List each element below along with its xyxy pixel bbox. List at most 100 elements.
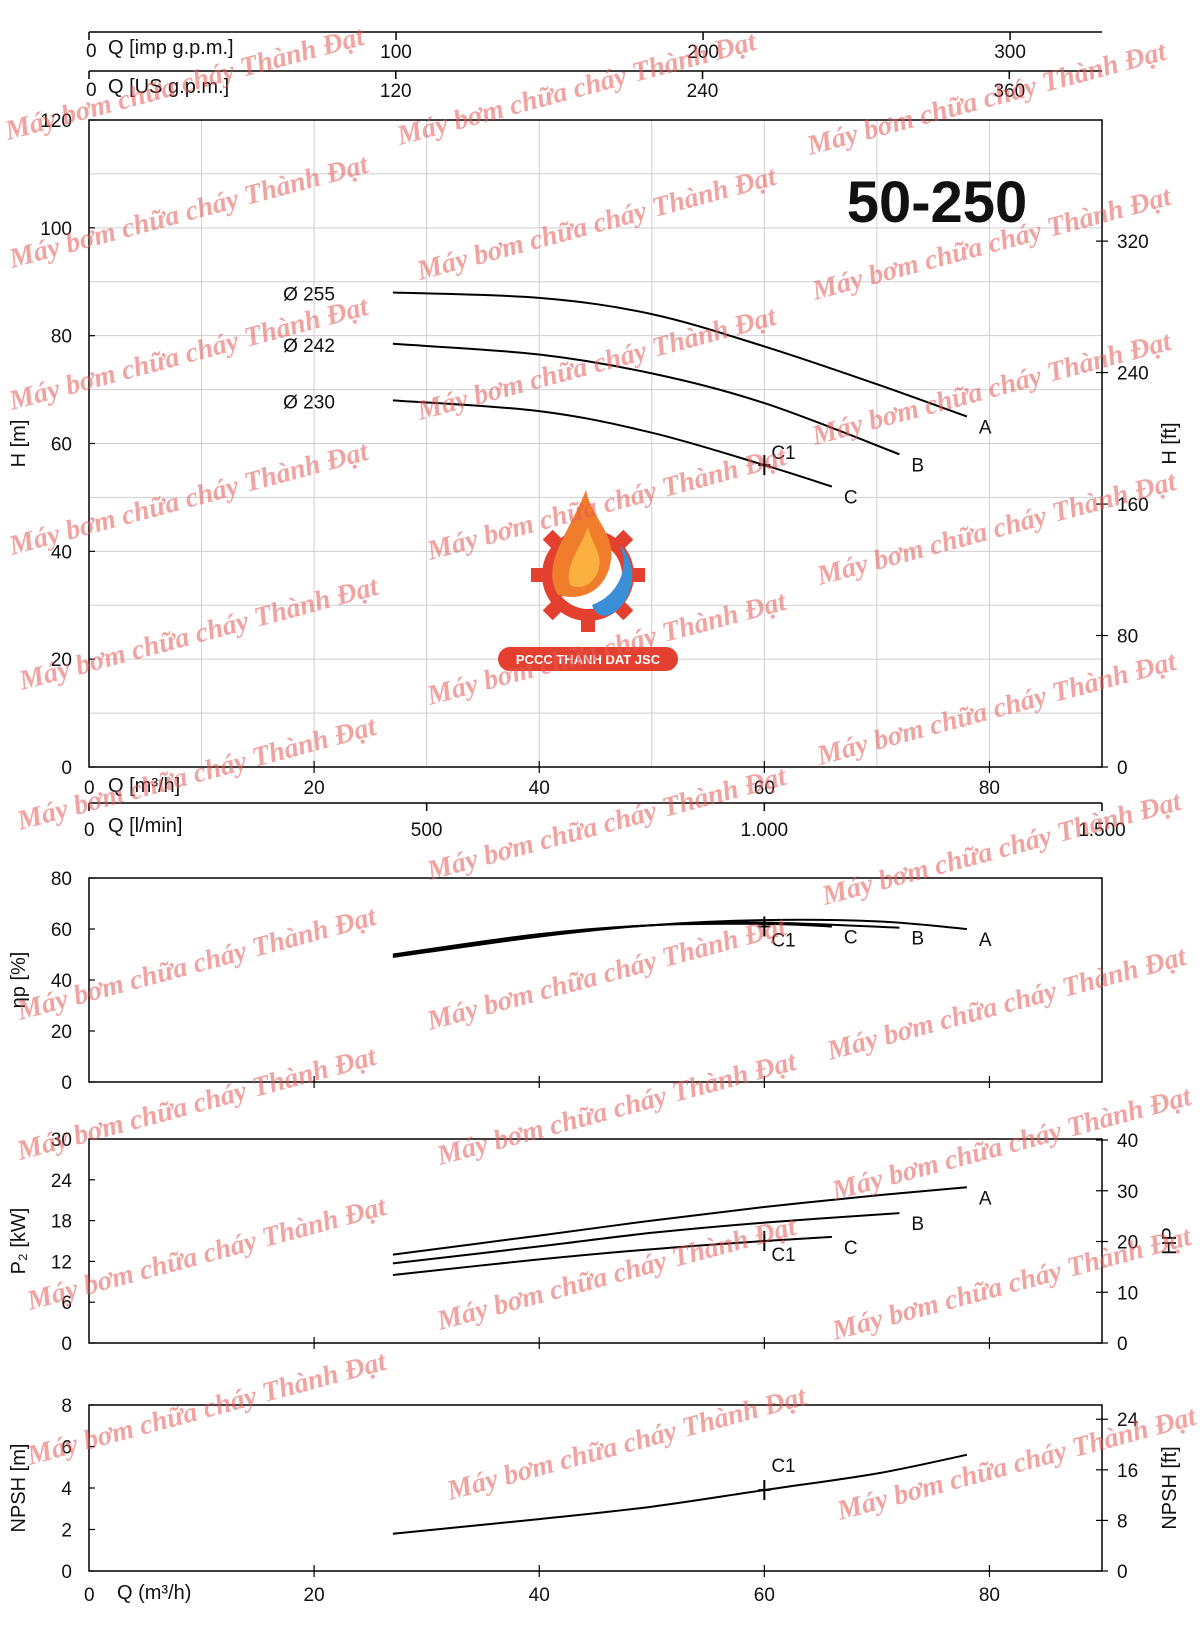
- y-tick-label: 4: [61, 1479, 72, 1500]
- y2-axis-label: NPSH [ft]: [1159, 1446, 1181, 1529]
- x-tick-label: 80: [979, 778, 1000, 799]
- watermark-text: Máy bơm chữa cháy Thành Đạt: [433, 1211, 801, 1337]
- watermark-text: Máy bơm chữa cháy Thành Đạt: [803, 36, 1171, 162]
- y2-tick-label: 24: [1117, 1410, 1139, 1431]
- y-tick-label: 40: [51, 542, 72, 563]
- series-end-label: B: [911, 1214, 924, 1235]
- x-zero-label: 0: [84, 778, 95, 799]
- y2-tick-label: 80: [1117, 627, 1138, 648]
- series-end-label: C: [844, 1238, 858, 1259]
- watermark-text: Máy bơm chữa cháy Thành Đạt: [433, 1046, 801, 1172]
- watermark-text: Máy bơm chữa cháy Thành Đạt: [828, 1221, 1196, 1347]
- series-end-label: A: [979, 1188, 992, 1209]
- y-axis-label: H [m]: [8, 420, 30, 468]
- y-tick-label: 80: [51, 869, 72, 890]
- watermark-text: Máy bơm chữa cháy Thành Đạt: [828, 1081, 1196, 1207]
- y2-tick-label: 0: [1117, 1334, 1128, 1355]
- watermark-text: Máy bơm chữa cháy Thành Đạt: [833, 1401, 1200, 1527]
- series-end-label: C: [844, 488, 858, 509]
- watermark-text: Máy bơm chữa cháy Thành Đạt: [5, 149, 373, 275]
- watermark-text: Máy bơm chữa cháy Thành Đạt: [818, 786, 1186, 912]
- y2-tick-label: 20: [1117, 1233, 1138, 1254]
- series-line-C: [392, 922, 832, 956]
- model-title: 50-250: [847, 170, 1028, 235]
- duty-point-label: C1: [771, 930, 795, 951]
- y2-tick-label: 8: [1117, 1511, 1128, 1532]
- top-axis-tick-label: 360: [993, 81, 1025, 102]
- y-tick-label: 0: [61, 1562, 72, 1583]
- y2-tick-label: 0: [1117, 1562, 1128, 1583]
- top-axis-label: Q [US g.p.m.]: [108, 76, 229, 98]
- y2-tick-label: 160: [1117, 495, 1149, 516]
- impeller-diameter-label: Ø 230: [283, 392, 335, 413]
- watermark-text: Máy bơm chữa cháy Thành Đạt: [443, 1381, 811, 1507]
- watermark-text: Máy bơm chữa cháy Thành Đạt: [813, 466, 1181, 592]
- series-line-A: [392, 291, 968, 418]
- top-axis-zero-label: 0: [86, 80, 97, 101]
- y-tick-label: 20: [51, 1022, 72, 1043]
- top-axis-label: Q [imp g.p.m.]: [108, 37, 234, 59]
- y2-tick-label: 240: [1117, 364, 1149, 385]
- top-axis-tick-label: 100: [380, 42, 412, 63]
- x-tick-label: 20: [304, 1585, 325, 1606]
- y-tick-label: 40: [51, 971, 72, 992]
- watermark-text: Máy bơm chữa cháy Thành Đạt: [823, 941, 1191, 1067]
- y-axis-label: P₂ [kW]: [8, 1208, 30, 1275]
- top-axis-2: 0 Q [US g.p.m.] 120 240 360: [86, 70, 1102, 102]
- watermark-text: Máy bơm chữa cháy Thành Đạt: [423, 761, 791, 887]
- x-tick-label: 40: [529, 778, 550, 799]
- impeller-diameter-label: Ø 242: [283, 336, 335, 357]
- series-line-C: [392, 1235, 832, 1276]
- y-tick-label: 0: [61, 1073, 72, 1094]
- y-tick-label: 60: [51, 435, 72, 456]
- y-tick-label: 2: [61, 1521, 72, 1542]
- y2-tick-label: 10: [1117, 1283, 1138, 1304]
- series-end-label: B: [911, 455, 924, 476]
- watermark-text: Máy bơm chữa cháy Thành Đạt: [15, 571, 383, 697]
- lmin-zero-label: 0: [84, 820, 95, 841]
- y-tick-label: 80: [51, 327, 72, 348]
- series-line: [392, 1453, 968, 1535]
- series-end-label: A: [979, 418, 992, 439]
- x-tick-label: 20: [304, 778, 325, 799]
- top-axis-tick-label: 240: [687, 81, 719, 102]
- y-tick-label: 6: [61, 1438, 72, 1459]
- x-tick-label: 60: [754, 778, 775, 799]
- x-axis-label: Q (m³/h): [117, 1582, 191, 1604]
- y-tick-label: 24: [51, 1171, 73, 1192]
- top-axis-tick-label: 120: [380, 81, 412, 102]
- lmin-tick-label: 1.000: [741, 820, 789, 841]
- series-end-label: A: [979, 930, 992, 951]
- y-axis-label: ηp [%]: [8, 952, 30, 1009]
- x-axis-label: Q [m³/h]: [108, 775, 180, 797]
- y-tick-label: 120: [40, 111, 72, 132]
- lmin-tick-label: 1.500: [1078, 820, 1126, 841]
- watermark-text: Máy bơm chữa cháy Thành Đạt: [23, 1346, 391, 1472]
- x-tick-label: 80: [979, 1585, 1000, 1606]
- y2-axis-label: HP: [1159, 1227, 1181, 1255]
- series-end-label: B: [911, 929, 924, 950]
- y-tick-label: 6: [61, 1293, 72, 1314]
- watermark-text: Máy bơm chữa cháy Thành Đạt: [808, 326, 1176, 452]
- y2-tick-label: 0: [1117, 758, 1128, 779]
- y2-tick-label: 30: [1117, 1182, 1138, 1203]
- y-tick-label: 20: [51, 650, 72, 671]
- y-tick-label: 8: [61, 1396, 72, 1417]
- top-axis-tick-label: 200: [687, 42, 719, 63]
- x-tick-label: 40: [529, 1585, 550, 1606]
- y-tick-label: 0: [61, 758, 72, 779]
- x-tick-label: 60: [754, 1585, 775, 1606]
- watermark-text: Máy bơm chữa cháy Thành Đạt: [413, 301, 781, 427]
- y-tick-label: 18: [51, 1212, 72, 1233]
- lmin-tick-label: 500: [411, 820, 443, 841]
- watermark-text: Máy bơm chữa cháy Thành Đạt: [413, 161, 781, 287]
- panel-efficiency: 0 20 40 60 80 ηp [%] A B C C1: [8, 869, 1103, 1094]
- duty-point-label: C1: [771, 1245, 795, 1266]
- bottom-axis-lmin: 0 Q [l/min] 500 1.000 1.500: [84, 802, 1126, 841]
- top-axis-1: 0 Q [imp g.p.m.] 100 200 300: [86, 31, 1102, 63]
- y-tick-label: 30: [51, 1130, 72, 1151]
- logo-caption: PCCC THANH DAT JSC: [516, 652, 661, 667]
- duty-point-label: C1: [771, 443, 795, 464]
- series-line-B: [392, 1212, 900, 1265]
